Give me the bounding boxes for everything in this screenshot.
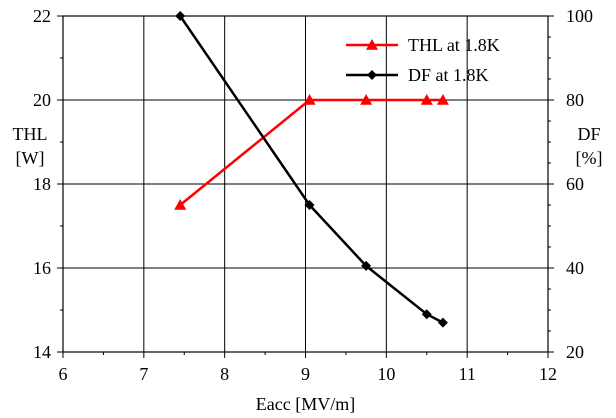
- y-right-tick-label: 80: [566, 90, 584, 110]
- series: [174, 11, 449, 328]
- legend: THL at 1.8K DF at 1.8K: [346, 35, 500, 85]
- data-point: [437, 317, 448, 328]
- x-tick-label: 11: [458, 364, 475, 384]
- data-point: [304, 200, 315, 210]
- series-line: [179, 15, 444, 324]
- x-tick-label: 6: [59, 364, 68, 384]
- y-left-tick-label: 20: [33, 90, 51, 110]
- y-left-axis-title: THL: [13, 124, 48, 144]
- x-tick-label: 8: [220, 364, 229, 384]
- data-point: [361, 260, 372, 271]
- grid-lines: [63, 16, 548, 352]
- y-right-tick-label: 40: [566, 258, 584, 278]
- series-line: [179, 98, 443, 206]
- y-right-tick-label: 100: [566, 6, 593, 26]
- y-left-axis-title: [W]: [16, 148, 45, 168]
- legend-marker: [366, 39, 378, 50]
- y-left-tick-label: 16: [33, 258, 51, 278]
- legend-label: DF at 1.8K: [408, 65, 489, 85]
- x-tick-label: 12: [539, 364, 557, 384]
- axis-ticks: [57, 15, 554, 358]
- y-right-tick-label: 60: [566, 174, 584, 194]
- y-left-tick-label: 22: [33, 6, 51, 26]
- legend-marker: [367, 70, 377, 80]
- tick-labels: 6 7 8 9 10 11 12 14 16 18 20 22 20 40 60 80 100: [33, 6, 593, 384]
- x-tick-label: 9: [301, 364, 310, 384]
- y-left-tick-label: 18: [33, 174, 51, 194]
- x-tick-label: 10: [377, 364, 395, 384]
- x-tick-label: 7: [139, 364, 148, 384]
- y-right-tick-label: 20: [566, 342, 584, 362]
- legend-entry: DF at 1.8K: [346, 65, 489, 85]
- legend-label: THL at 1.8K: [408, 35, 500, 55]
- data-point: [420, 94, 433, 105]
- data-point: [360, 94, 373, 105]
- y-right-axis-title: [%]: [576, 148, 603, 168]
- data-point: [303, 94, 316, 105]
- data-point: [421, 309, 432, 320]
- y-right-axis-title: DF: [577, 124, 600, 144]
- x-axis-title: Eacc [MV/m]: [256, 394, 355, 414]
- series-2: [175, 11, 448, 328]
- data-point: [175, 11, 186, 21]
- data-point: [436, 94, 449, 105]
- legend-entry: THL at 1.8K: [346, 35, 500, 55]
- data-point: [174, 199, 187, 210]
- series-1: [174, 94, 449, 210]
- y-left-tick-label: 14: [33, 342, 51, 362]
- axis-titles: Eacc [MV/m] THL [W] DF [%]: [13, 124, 603, 414]
